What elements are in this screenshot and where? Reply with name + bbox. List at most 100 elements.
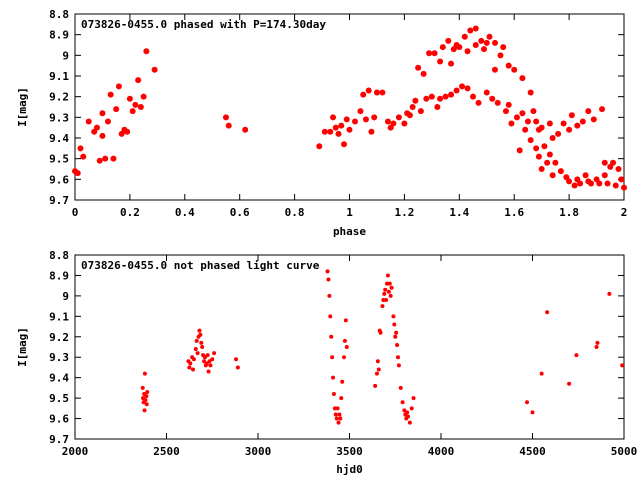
data-point [328, 314, 333, 319]
data-point [144, 402, 149, 407]
x-tick-label: 3000 [245, 445, 272, 458]
phased-light-curve-panel: 0 0.2 0.4 0.6 0.8 1 1.2 1.4 1.6 1.8 2 8.8 8.9 9 9.1 9.2… [16, 8, 627, 238]
y-tick-label: 9.2 [49, 91, 69, 104]
data-point [508, 120, 515, 127]
data-point [483, 39, 490, 46]
data-point [379, 89, 386, 96]
data-point [546, 120, 553, 127]
data-point [596, 180, 603, 187]
data-point [392, 322, 397, 327]
data-point [541, 143, 548, 150]
y-tick-label: 9.4 [49, 132, 69, 145]
data-point [327, 128, 334, 135]
data-point [533, 145, 540, 152]
data-point [235, 365, 240, 370]
x-tick-label: 1.8 [559, 206, 579, 219]
data-point [590, 116, 597, 123]
y-tick-label: 8.8 [49, 8, 69, 21]
data-point [346, 126, 353, 133]
data-point [535, 153, 542, 160]
data-point [375, 359, 380, 364]
data-point [143, 48, 150, 55]
x-tick-label: 4000 [428, 445, 455, 458]
y-tick-label: 9 [62, 290, 69, 303]
data-point [445, 37, 452, 44]
data-point [412, 97, 419, 104]
data-point [411, 396, 416, 401]
data-point [439, 44, 446, 51]
x-tick-label: 0.6 [230, 206, 250, 219]
data-point [395, 114, 402, 121]
data-point [567, 381, 572, 386]
data-point [387, 281, 392, 286]
data-point [202, 355, 207, 360]
chart-title: 073826-0455.0 phased with P=174.30day [81, 18, 326, 31]
data-point [129, 108, 136, 115]
data-point [464, 85, 471, 92]
data-point [321, 128, 328, 135]
data-point [330, 114, 337, 121]
data-point [331, 375, 336, 380]
data-point [376, 367, 381, 372]
x-axis-label: phase [333, 225, 366, 238]
data-point [491, 39, 498, 46]
data-point [555, 130, 562, 137]
data-point [409, 104, 416, 110]
data-point [538, 124, 545, 131]
data-point [187, 365, 192, 370]
data-point [234, 357, 239, 362]
plot-frame [74, 254, 625, 440]
data-point [539, 371, 544, 376]
data-point [351, 118, 358, 125]
x-axis-label: hjd0 [336, 463, 363, 476]
data-point [560, 120, 567, 127]
data-point [242, 126, 249, 133]
data-point [343, 116, 350, 123]
data-point [415, 64, 422, 71]
data-point [513, 114, 520, 121]
data-point [400, 400, 405, 405]
data-point [126, 95, 133, 102]
data-point [385, 273, 390, 278]
data-point [340, 379, 345, 384]
data-point [191, 367, 196, 372]
data-point [426, 50, 433, 57]
data-point [85, 118, 92, 125]
data-point [527, 137, 534, 144]
data-point [188, 361, 193, 366]
data-point [398, 385, 403, 390]
data-point [334, 416, 339, 421]
y-axis-label: I[mag] [16, 87, 29, 127]
data-point [342, 338, 347, 343]
data-point [198, 332, 203, 337]
x-tick-label: 5000 [611, 445, 638, 458]
x-tick-label: 0.8 [285, 206, 305, 219]
data-point [197, 328, 202, 333]
data-point [470, 93, 477, 100]
data-point [505, 101, 512, 108]
data-point [538, 166, 545, 172]
data-point [113, 106, 120, 113]
data-point [405, 410, 410, 415]
data-point [140, 385, 145, 390]
data-point [202, 359, 207, 364]
y-tick-label: 9.6 [49, 173, 69, 186]
data-point [494, 99, 501, 106]
data-point [200, 345, 205, 349]
data-point [344, 345, 349, 349]
data-point [330, 355, 335, 360]
data-point [545, 310, 550, 315]
data-point [386, 289, 391, 294]
data-point [552, 159, 559, 166]
x-tick-label: 2000 [62, 445, 89, 458]
data-point [610, 159, 617, 166]
data-point [448, 60, 455, 67]
data-point [423, 95, 430, 102]
data-point [199, 340, 204, 345]
data-point [191, 357, 196, 362]
data-point [574, 353, 579, 358]
data-point [335, 130, 342, 137]
data-point [194, 338, 199, 343]
data-point [577, 180, 584, 187]
